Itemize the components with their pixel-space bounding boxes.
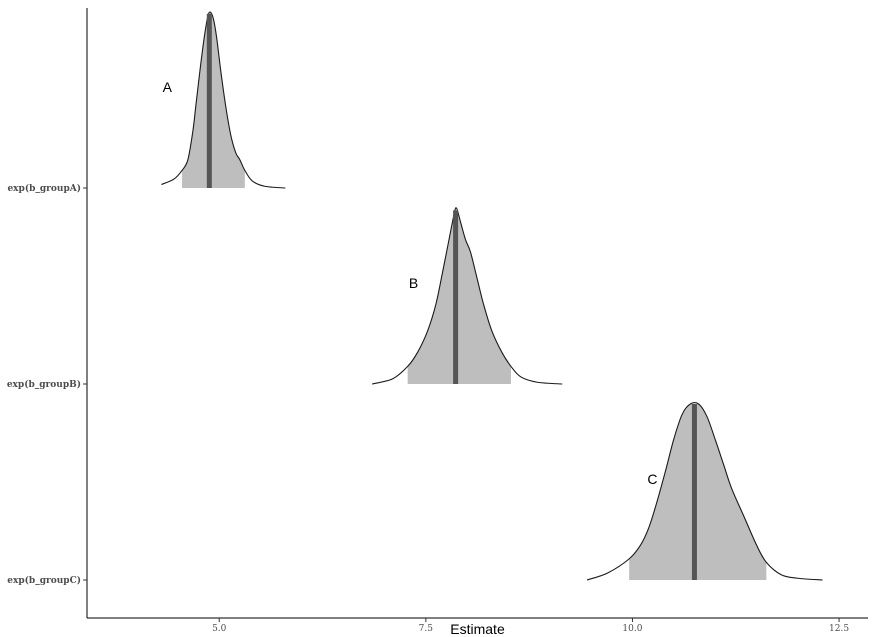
x-axis-label: Estimate — [450, 621, 505, 637]
density-curve-a — [161, 11, 286, 189]
x-tick-label: 7.5 — [419, 624, 434, 634]
x-tick-label: 5.0 — [212, 624, 227, 634]
y-tick-label: exp(b_groupB) — [7, 379, 81, 390]
density-group-b: B — [371, 207, 563, 385]
density-curve-b — [371, 207, 563, 385]
density-group-c: C — [586, 402, 823, 581]
group-label-c: C — [647, 471, 657, 487]
group-label-a: A — [163, 79, 173, 95]
y-tick-label: exp(b_groupA) — [7, 183, 81, 194]
y-axis-ticks: exp(b_groupA) exp(b_groupB) exp(b_groupC) — [7, 183, 87, 586]
density-curve-c — [586, 402, 823, 581]
x-axis-ticks: 5.0 7.5 10.0 12.5 — [212, 618, 849, 634]
group-label-b: B — [409, 275, 418, 291]
density-group-a: A — [161, 11, 286, 189]
x-tick-label: 10.0 — [622, 624, 642, 634]
interval-area-c — [629, 404, 767, 580]
interval-area-b — [407, 209, 511, 384]
interval-area-a — [182, 12, 245, 188]
x-tick-label: 12.5 — [829, 624, 849, 634]
y-tick-label: exp(b_groupC) — [7, 575, 81, 586]
plot-area: A B C — [161, 11, 823, 581]
